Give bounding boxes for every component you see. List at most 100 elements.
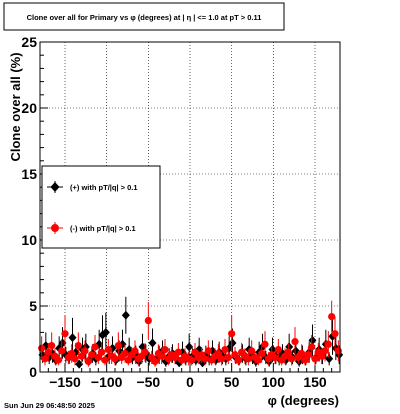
point-marker <box>151 357 159 366</box>
data-point <box>231 346 239 363</box>
point-marker <box>204 347 212 355</box>
data-point <box>121 296 130 334</box>
point-marker <box>311 355 319 363</box>
point-marker <box>91 343 99 351</box>
point-marker <box>254 356 262 364</box>
point-marker <box>261 340 269 348</box>
point-marker <box>221 345 229 354</box>
data-point <box>324 331 332 358</box>
data-point <box>288 352 296 366</box>
legend: (+) with pT/|q| > 0.1 (-) with pT/|q| > … <box>41 165 161 249</box>
point-marker <box>301 356 309 364</box>
point-marker <box>308 343 316 351</box>
data-point <box>91 335 99 359</box>
point-marker <box>321 347 329 355</box>
point-marker <box>274 345 282 354</box>
data-point <box>71 352 79 366</box>
point-marker <box>328 312 336 321</box>
x-axis-label: φ (degrees) <box>268 393 339 408</box>
point-marker <box>161 345 169 354</box>
point-marker <box>284 348 292 356</box>
point-marker <box>158 352 166 360</box>
point-marker <box>74 342 82 350</box>
point-marker <box>228 338 237 348</box>
data-point <box>131 340 139 362</box>
point-marker <box>214 349 222 358</box>
y-tick-label: 10 <box>21 232 37 248</box>
point-marker <box>121 349 129 358</box>
data-point <box>204 340 212 362</box>
y-tick-label: 15 <box>21 166 37 182</box>
legend-marker-minus <box>51 224 59 232</box>
y-tick-label: 0 <box>29 364 37 380</box>
point-marker <box>231 351 239 359</box>
point-marker <box>104 345 112 354</box>
data-point <box>308 335 316 359</box>
point-marker <box>258 349 266 358</box>
data-point <box>144 302 152 339</box>
point-marker <box>185 342 194 352</box>
point-marker <box>68 349 76 358</box>
data-point <box>325 352 334 366</box>
point-marker <box>334 347 342 355</box>
point-marker <box>84 357 92 366</box>
data-point <box>311 352 319 366</box>
point-marker <box>68 333 77 343</box>
x-tick-label: 50 <box>224 374 240 390</box>
legend-label-plus: (+) with pT/|q| > 0.1 <box>70 183 138 192</box>
legend-entry-plus: (+) with pT/|q| > 0.1 <box>47 181 138 193</box>
point-marker <box>61 330 69 338</box>
point-marker <box>291 338 299 346</box>
series-minus <box>38 300 342 367</box>
point-marker <box>271 353 279 362</box>
point-marker <box>188 356 196 364</box>
data-point <box>218 352 226 366</box>
legend-marker-plus <box>50 182 60 192</box>
point-marker <box>318 352 326 360</box>
data-point <box>84 356 92 367</box>
point-marker <box>288 355 296 363</box>
point-marker <box>304 351 312 359</box>
point-marker <box>234 356 242 364</box>
data-point <box>54 354 62 366</box>
title-box: Clone over all for Primary vs φ (degrees… <box>3 2 285 31</box>
point-marker <box>38 344 46 352</box>
point-marker <box>111 355 119 363</box>
point-marker <box>98 348 106 356</box>
data-point <box>254 354 262 366</box>
point-marker <box>88 351 96 359</box>
point-marker <box>191 348 199 356</box>
data-point <box>224 350 232 365</box>
data-point <box>148 328 157 358</box>
point-marker <box>324 340 332 348</box>
data-point <box>201 352 209 366</box>
point-marker <box>94 353 102 362</box>
point-marker <box>244 355 252 363</box>
data-point <box>151 356 159 367</box>
legend-entry-minus: (-) with pT/|q| > 0.1 <box>47 222 136 234</box>
axes: 0 5 10 15 20 25 −150 −100 −50 0 50 100 150 <box>21 34 341 390</box>
data-point <box>308 324 317 357</box>
data-point <box>101 312 110 353</box>
point-marker <box>58 347 66 355</box>
data-point <box>244 352 252 366</box>
data-point <box>111 352 119 366</box>
data-point <box>234 354 242 366</box>
data-point <box>124 354 132 366</box>
data-point <box>101 354 109 366</box>
data-point <box>274 339 282 361</box>
x-tick-label: 0 <box>186 374 194 390</box>
data-point <box>301 354 309 366</box>
point-marker <box>44 348 52 356</box>
data-point <box>328 300 336 333</box>
point-marker <box>224 353 232 362</box>
data-point <box>291 327 299 357</box>
data-point <box>188 354 196 366</box>
x-tick-label: −150 <box>49 374 81 390</box>
point-marker <box>114 342 122 350</box>
point-marker <box>54 356 62 364</box>
footer-timestamp: Sun Jun 29 06:48:50 2025 <box>4 401 95 410</box>
point-marker <box>41 355 49 363</box>
point-marker <box>124 356 132 364</box>
